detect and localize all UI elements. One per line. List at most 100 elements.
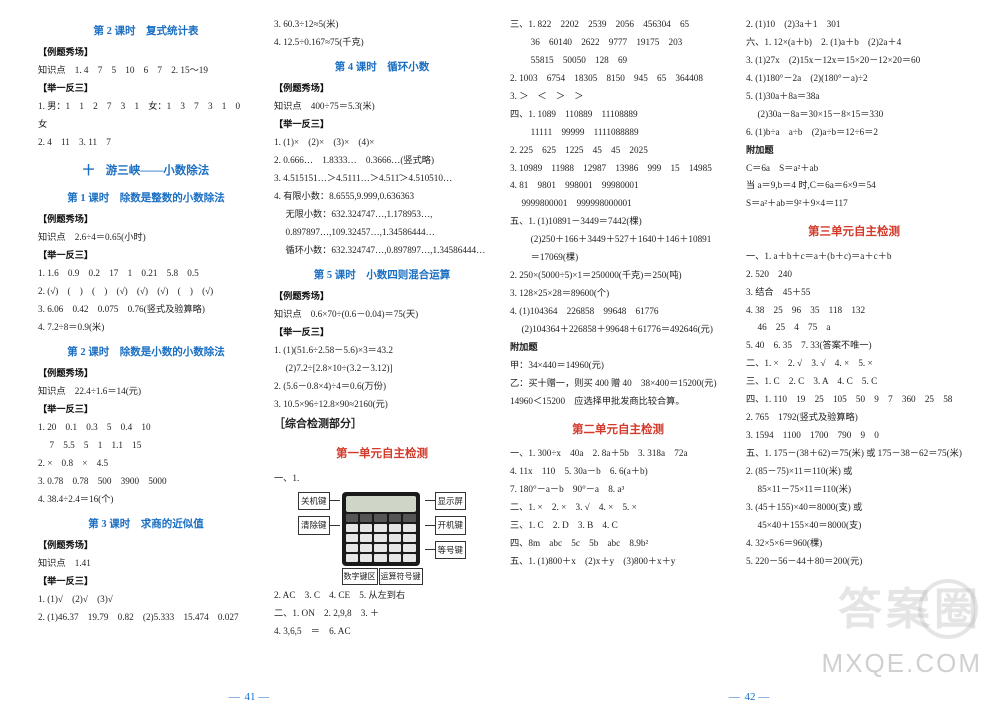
calc-labels-right: 显示屏 开机键 等号键 (425, 492, 467, 560)
column-1: 第 2 课时 复式统计表 【例题秀场】 知识点 1. 4 7 5 10 6 7 … (28, 16, 264, 699)
text-line: 45×40＋155×40＝8000(支) (744, 517, 964, 535)
section-label: 【举一反三】 (272, 324, 492, 342)
text-line: 3. 0.78 0.78 500 3900 5000 (36, 473, 256, 491)
text-line: 4. 有限小数：8.6555,9.999,0.636363 (272, 188, 492, 206)
text-line: 六、1. 12×(a＋b) 2. (1)a＋b (2)2a＋4 (744, 34, 964, 52)
text-line: 2. (1)46.37 19.79 0.82 (2)5.333 15.474 0… (36, 609, 256, 627)
text-line: 9999800001 999998000001 (508, 195, 728, 213)
text-line: C＝6a S＝a²＋ab (744, 160, 964, 178)
text-line: 3. 1594 1100 1700 790 9 0 (744, 427, 964, 445)
text-line: 85×11－75×11＝110(米) (744, 481, 964, 499)
page-spread: 第 2 课时 复式统计表 【例题秀场】 知识点 1. 4 7 5 10 6 7 … (0, 0, 1000, 707)
column-2: 3. 60.3÷12≈5(米) 4. 12.5÷0.167≈75(千克) 第 4… (264, 16, 500, 699)
text-line: 4. 81 9801 998001 99980001 (508, 177, 728, 195)
text-line: 五、1. (1)800＋x (2)x＋y (3)800＋x＋y (508, 553, 728, 571)
text-line: 55815 50050 128 69 (508, 52, 728, 70)
text-line: 2. × 0.8 × 4.5 (36, 455, 256, 473)
text-line: 三、1. C 2. D 3. B 4. C (508, 517, 728, 535)
calculator-body: 数字键区 运算符号键 (342, 492, 423, 586)
calc-label: 运算符号键 (379, 568, 423, 586)
text-line: 2. 765 1792(竖式及验算略) (744, 409, 964, 427)
text-line: 3. 10989 11988 12987 13986 999 15 14985 (508, 160, 728, 178)
section-label: 【例题秀场】 (36, 365, 256, 383)
calc-label: 关机键 (298, 492, 330, 511)
column-4: 2. (1)10 (2)3a＋1 301 六、1. 12×(a＋b) 2. (1… (736, 16, 972, 699)
text-line: 知识点 1. 4 7 5 10 6 7 2. 15～19 (36, 62, 256, 80)
unit-heading: 第三单元自主检测 (744, 221, 964, 243)
text-line: (2)250＋166＋3449＋527＋1640＋146＋10891 (508, 231, 728, 249)
text-line: 五、1. 175－(38＋62)＝75(米) 或 175－38－62＝75(米) (744, 445, 964, 463)
text-line: 5. (1)30a＋8a＝38a (744, 88, 964, 106)
calc-label: 开机键 (435, 516, 467, 535)
text-line: 5. 40 6. 35 7. 33(答案不唯一) (744, 337, 964, 355)
text-line: 知识点 0.6×70÷(0.6－0.04)＝75(天) (272, 306, 492, 324)
heading: 第 5 课时 小数四则混合运算 (272, 266, 492, 286)
heading: 第 4 课时 循环小数 (272, 58, 492, 78)
text-line: 2. (1)10 (2)3a＋1 301 (744, 16, 964, 34)
calc-screen (346, 496, 416, 512)
section-label: 【举一反三】 (272, 116, 492, 134)
calc-label: 等号键 (435, 541, 467, 560)
section-label: 附加题 (744, 142, 964, 160)
section-label: 【举一反三】 (36, 401, 256, 419)
text-line: 四、8m abc 5c 5b abc 8.9b² (508, 535, 728, 553)
heading: 第 2 课时 复式统计表 (36, 22, 256, 42)
text-line: 一、1. 300÷x 40a 2. 8a＋5b 3. 318a 72a (508, 445, 728, 463)
text-line: 3. ＞ ＜ ＞ ＞ (508, 88, 728, 106)
text-line: 3. 60.3÷12≈5(米) (272, 16, 492, 34)
text-line: 1. (1)√ (2)√ (3)√ (36, 591, 256, 609)
text-line: 知识点 1.41 (36, 555, 256, 573)
calc-label: 清除键 (298, 516, 330, 535)
text-line: 2. 1003 6754 18305 8150 945 65 364408 (508, 70, 728, 88)
text-line: (2)104364＋226858＋99648＋61776＝492646(元) (508, 321, 728, 339)
text-line: 7 5.5 5 1 1.1 15 (36, 437, 256, 455)
section-label: 附加题 (508, 339, 728, 357)
unit-heading: 第一单元自主检测 (272, 443, 492, 465)
section-label: 【举一反三】 (36, 573, 256, 591)
text-line: ＝17069(棵) (508, 249, 728, 267)
column-3: 三、1. 822 2202 2539 2056 456304 65 36 601… (500, 16, 736, 699)
text-line: 1. (1)× (2)× (3)× (4)× (272, 134, 492, 152)
text-line: S＝a²＋ab＝9²＋9×4＝117 (744, 195, 964, 213)
text-line: 3. 结合 45＋55 (744, 284, 964, 302)
text-line: 4. 3,6,5 ＝ 6. AC (272, 623, 492, 641)
text-line: 二、1. × 2. × 3. √ 4. × 5. × (508, 499, 728, 517)
text-line: 11111 99999 1111088889 (508, 124, 728, 142)
text-line: 3. (45＋155)×40＝8000(支) 或 (744, 499, 964, 517)
text-line: 2. 225 625 1225 45 45 2025 (508, 142, 728, 160)
page-number-left: — 41 — (229, 691, 272, 703)
calculator-diagram: 关机键 清除键 数字键区 运算符号键 显示屏 开机键 (272, 492, 492, 586)
text-line: 0.897897…,109.32457…,1.34586444… (272, 224, 492, 242)
text-line: 2. 520 240 (744, 266, 964, 284)
text-line: 2. (√) ( ) ( ) (√) (√) (√) ( ) (√) (36, 283, 256, 301)
text-line: 36 60140 2622 9777 19175 203 (508, 34, 728, 52)
section-label: 【举一反三】 (36, 80, 256, 98)
text-line: 3. 10.5×96÷12.8×90≈2160(元) (272, 396, 492, 414)
text-line: 4. 38 25 96 35 118 132 (744, 302, 964, 320)
text-line: (2)7.2÷[2.8×10÷(3.2－3.12)] (272, 360, 492, 378)
text-line: 当 a＝9,b＝4 时,C＝6a＝6×9＝54 (744, 177, 964, 195)
text-line: 14960＜15200 应选择甲批发商比较合算。 (508, 393, 728, 411)
text-line: 4. (1)180°－2a (2)(180°－a)÷2 (744, 70, 964, 88)
text-line: 6. (1)b÷a a÷b (2)a÷b＝12÷6＝2 (744, 124, 964, 142)
text-line: 4. (1)104364 226858 99648 61776 (508, 303, 728, 321)
text-line: 4. 12.5÷0.167≈75(千克) (272, 34, 492, 52)
text-line: 3. 6.06 0.42 0.075 0.76(竖式及验算略) (36, 301, 256, 319)
calc-labels-bottom: 数字键区 运算符号键 (342, 568, 423, 586)
section-label: 【例题秀场】 (36, 537, 256, 555)
page-number: 42 (745, 691, 756, 703)
dash-icon: — (758, 691, 771, 703)
section-label: 【例题秀场】 (272, 80, 492, 98)
dash-icon: — (729, 691, 742, 703)
chapter-heading: 十 游三峡——小数除法 (36, 160, 256, 182)
text-line: 四、1. 110 19 25 105 50 9 7 360 25 58 (744, 391, 964, 409)
heading: 第 1 课时 除数是整数的小数除法 (36, 189, 256, 209)
text-line: 知识点 2.6÷4＝0.65(小时) (36, 229, 256, 247)
calc-labels-left: 关机键 清除键 (298, 492, 340, 535)
text-line: 5. 220－56－44＋80＝200(元) (744, 553, 964, 571)
page-number: 41 (245, 691, 256, 703)
text-line: 1. 1.6 0.9 0.2 17 1 0.21 5.8 0.5 (36, 265, 256, 283)
section-label: 【举一反三】 (36, 247, 256, 265)
text-line: 2. 250×(5000÷5)×1＝250000(千克)＝250(吨) (508, 267, 728, 285)
text-line: 一、1. a＋b＋c＝a＋(b＋c)＝a＋c＋b (744, 248, 964, 266)
